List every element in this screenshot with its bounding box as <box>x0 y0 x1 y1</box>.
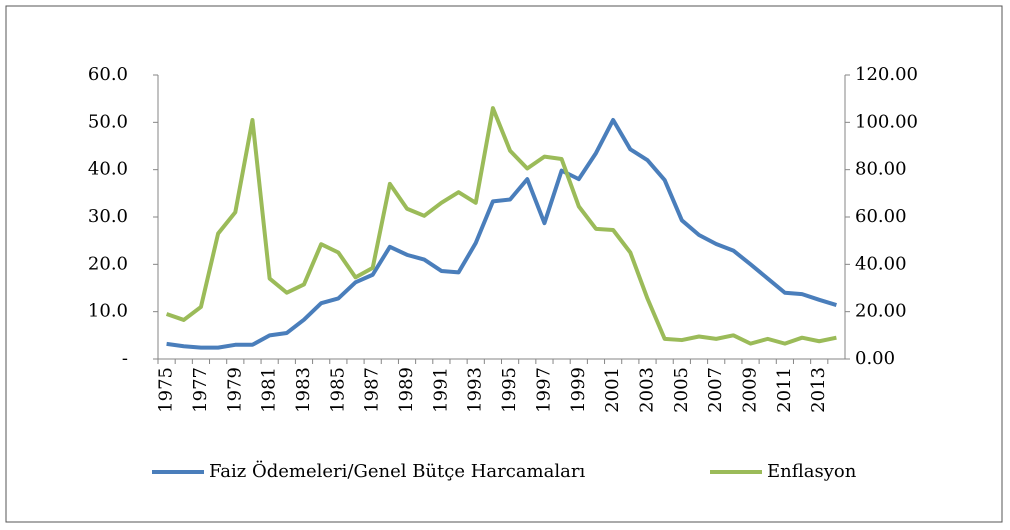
series-line <box>166 117 837 350</box>
x-tick-label: 2013 <box>808 367 829 413</box>
y2-tick-label: 60.00 <box>855 206 907 227</box>
x-tick-label: 1977 <box>190 367 211 413</box>
x-tick-label: 2007 <box>705 367 726 413</box>
x-tick-label: 2003 <box>636 367 657 413</box>
y-tick-label: 50.0 <box>88 111 128 132</box>
x-tick-label: 1995 <box>499 367 520 413</box>
x-tick-label: 1987 <box>362 367 383 413</box>
x-tick-label: 2011 <box>774 367 795 413</box>
y2-tick-label: 120.00 <box>855 64 918 85</box>
y2-tick-label: 80.00 <box>855 159 907 180</box>
x-tick-label: 1997 <box>533 367 554 413</box>
x-tick-label: 2005 <box>671 367 692 413</box>
y-tick-label: 20.0 <box>88 253 128 274</box>
y-tick-label: - <box>122 348 128 369</box>
legend-label: Faiz Ödemeleri/Genel Bütçe Harcamaları <box>209 459 585 482</box>
x-tick-label: 2001 <box>602 367 623 413</box>
chart-frame <box>5 5 1003 523</box>
y-tick-label: 40.0 <box>88 159 128 180</box>
x-tick-label: 2009 <box>740 367 761 413</box>
y-tick-label: 30.0 <box>88 206 128 227</box>
y2-tick-label: 40.00 <box>855 253 907 274</box>
x-tick-label: 1983 <box>293 367 314 413</box>
x-tick-label: 1981 <box>259 367 280 413</box>
x-tick-label: 1991 <box>430 367 451 413</box>
y-tick-label: 10.0 <box>88 301 128 322</box>
y2-tick-label: 100.00 <box>855 111 918 132</box>
y2-tick-label: 0.00 <box>855 348 895 369</box>
x-tick-label: 1999 <box>568 367 589 413</box>
x-tick-label: 1979 <box>224 367 245 413</box>
y2-tick-label: 20.00 <box>855 301 907 322</box>
x-tick-label: 1989 <box>396 367 417 413</box>
legend-label: Enflasyon <box>767 461 857 482</box>
series-line <box>165 106 837 346</box>
x-tick-label: 1985 <box>327 367 348 413</box>
y-tick-label: 60.0 <box>88 64 128 85</box>
x-tick-label: 1975 <box>156 367 177 413</box>
x-tick-label: 1993 <box>465 367 486 413</box>
